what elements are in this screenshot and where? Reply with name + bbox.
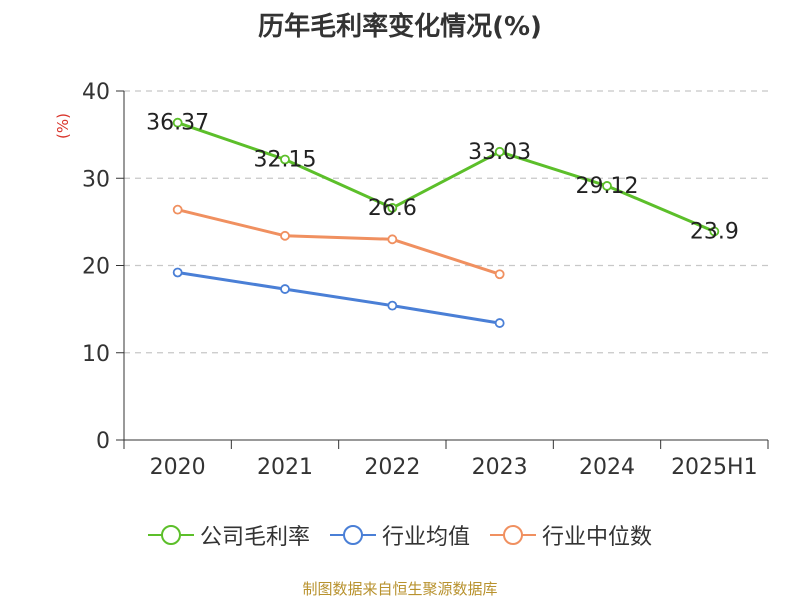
y-tick-label: 30 bbox=[82, 167, 110, 192]
data-point bbox=[172, 267, 183, 278]
data-labels: 36.37 32.15 26.6 33.03 29.12 23.9 bbox=[146, 111, 739, 245]
legend-marker-icon bbox=[490, 525, 536, 545]
legend-item-company[interactable]: 公司毛利率 bbox=[147, 519, 310, 551]
data-label: 33.03 bbox=[468, 140, 531, 165]
series-line bbox=[177, 208, 501, 276]
data-label: 36.37 bbox=[146, 111, 209, 136]
data-point bbox=[494, 269, 505, 280]
x-tick-label: 2023 bbox=[472, 455, 528, 480]
legend-label: 行业中位数 bbox=[542, 525, 653, 550]
y-tick-label: 20 bbox=[82, 255, 110, 280]
chart-title: 历年毛利率变化情况(%) bbox=[258, 12, 542, 42]
legend-marker-icon bbox=[147, 525, 194, 545]
legend-item-industry-mean[interactable]: 行业均值 bbox=[329, 519, 470, 551]
y-tick-label: 10 bbox=[82, 342, 110, 367]
data-point bbox=[172, 117, 183, 128]
x-tick-label: 2021 bbox=[257, 455, 313, 480]
x-tick-label: 2025H1 bbox=[671, 455, 758, 480]
y-axis-label: (%) bbox=[54, 113, 72, 139]
legend-label: 行业均值 bbox=[381, 525, 470, 550]
legend-item-industry-median[interactable]: 行业中位数 bbox=[490, 519, 652, 551]
data-label: 23.9 bbox=[690, 219, 739, 244]
source-footnote: 制图数据来自恒生聚源数据库 bbox=[302, 580, 498, 598]
data-label: 29.12 bbox=[576, 174, 639, 199]
data-point bbox=[387, 300, 398, 311]
legend-label: 公司毛利率 bbox=[199, 525, 310, 550]
data-point bbox=[280, 284, 290, 294]
data-label: 32.15 bbox=[254, 147, 317, 172]
data-point bbox=[280, 154, 290, 165]
data-point bbox=[387, 203, 398, 213]
data-point bbox=[494, 318, 505, 328]
legend-marker-icon bbox=[329, 525, 376, 545]
data-point bbox=[387, 234, 398, 245]
data-point bbox=[709, 226, 720, 237]
x-tick-label: 2020 bbox=[150, 455, 206, 480]
series-line bbox=[177, 121, 715, 233]
data-point bbox=[172, 204, 183, 215]
data-point bbox=[280, 230, 290, 241]
legend: 公司毛利率 行业均值 行业中位数 bbox=[0, 519, 800, 551]
series-line bbox=[177, 271, 500, 325]
x-tick-label: 2022 bbox=[364, 455, 420, 480]
data-point bbox=[602, 181, 612, 191]
axes: 0 10 20 30 40 2020 2021 2022 2023 2024 2025H1 bbox=[82, 80, 769, 480]
y-tick-label: 40 bbox=[82, 80, 110, 105]
data-label: 26.6 bbox=[368, 196, 417, 221]
series-lines bbox=[172, 117, 720, 328]
y-tick-label: 0 bbox=[96, 429, 110, 454]
data-point bbox=[494, 146, 505, 157]
x-tick-label: 2024 bbox=[579, 455, 635, 480]
